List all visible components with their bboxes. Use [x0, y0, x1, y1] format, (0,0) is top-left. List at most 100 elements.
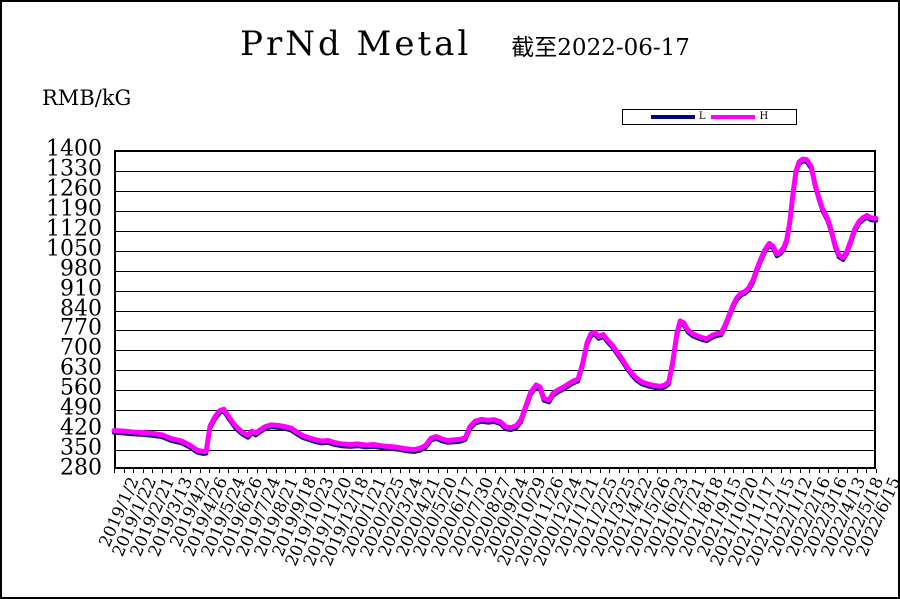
x-tick-mark — [304, 469, 306, 473]
gridline — [116, 170, 874, 172]
x-tick-mark — [866, 469, 868, 473]
x-tick-mark — [533, 469, 535, 473]
x-tick-mark — [190, 469, 192, 473]
x-tick-mark — [780, 469, 782, 473]
y-axis-label: 910 — [60, 276, 102, 302]
x-tick-mark — [247, 469, 249, 473]
gridline — [116, 270, 874, 272]
y-axis-label: 1190 — [46, 196, 102, 222]
x-tick-mark — [628, 469, 630, 473]
x-tick-mark — [723, 469, 725, 473]
gridline — [116, 330, 874, 332]
x-tick-mark — [237, 469, 239, 473]
x-tick-mark — [876, 469, 877, 473]
x-tick-mark — [209, 469, 211, 473]
series-line-L — [112, 159, 878, 456]
x-tick-mark — [447, 469, 449, 473]
x-tick-mark — [285, 469, 287, 473]
gridline — [116, 310, 874, 312]
x-tick-mark — [514, 469, 516, 473]
legend-line-swatch — [711, 115, 756, 119]
x-tick-mark — [761, 469, 763, 473]
series-plot — [111, 156, 879, 456]
y-axis-label: 840 — [60, 296, 102, 322]
x-tick-mark — [523, 469, 525, 473]
x-tick-mark — [818, 469, 820, 473]
x-tick-mark — [771, 469, 773, 473]
x-tick-mark — [171, 469, 173, 473]
x-tick-mark — [133, 469, 135, 473]
legend-label: L — [698, 111, 706, 122]
x-tick-mark — [599, 469, 601, 473]
x-tick-mark — [752, 469, 754, 473]
gridline — [116, 250, 874, 252]
x-tick-mark — [466, 469, 468, 473]
chart-subtitle: 截至2022-06-17 — [511, 35, 690, 61]
x-tick-mark — [733, 469, 735, 473]
x-tick-mark — [152, 469, 154, 473]
x-tick-mark — [228, 469, 230, 473]
x-tick-mark — [742, 469, 744, 473]
x-tick-mark — [390, 469, 392, 473]
y-axis-label: 1330 — [46, 156, 102, 182]
x-tick-mark — [428, 469, 430, 473]
x-tick-mark — [618, 469, 620, 473]
x-tick-mark — [114, 469, 115, 473]
x-tick-mark — [799, 469, 801, 473]
chart-header: PrNd Metal 截至2022-06-17 — [2, 24, 898, 64]
x-tick-mark — [580, 469, 582, 473]
x-tick-mark — [161, 469, 163, 473]
x-tick-mark — [371, 469, 373, 473]
x-tick-mark — [142, 469, 144, 473]
x-tick-mark — [561, 469, 563, 473]
x-tick-mark — [342, 469, 344, 473]
x-tick-mark — [323, 469, 325, 473]
x-tick-mark — [685, 469, 687, 473]
x-tick-mark — [485, 469, 487, 473]
x-tick-mark — [266, 469, 268, 473]
y-axis-label: 280 — [60, 455, 102, 481]
gridline — [116, 190, 874, 192]
y-axis-label: 700 — [60, 335, 102, 361]
x-tick-mark — [504, 469, 506, 473]
y-axis-label: 420 — [60, 415, 102, 441]
x-tick-mark — [637, 469, 639, 473]
gridline — [116, 450, 874, 452]
y-axis-label: 980 — [60, 256, 102, 282]
y-axis-label: 630 — [60, 355, 102, 381]
x-tick-mark — [123, 469, 125, 473]
y-unit-label: RMB/kG — [42, 86, 132, 110]
legend-item: L — [650, 111, 706, 122]
x-tick-mark — [837, 469, 839, 473]
legend-item: H — [711, 112, 768, 122]
gridline — [116, 230, 874, 232]
x-tick-mark — [380, 469, 382, 473]
chart-title: PrNd Metal — [240, 24, 472, 64]
x-tick-mark — [809, 469, 811, 473]
y-axis-label: 1120 — [46, 216, 102, 242]
x-tick-mark — [294, 469, 296, 473]
y-axis-label: 1400 — [46, 136, 102, 162]
x-tick-mark — [352, 469, 354, 473]
gridline — [116, 390, 874, 392]
x-tick-mark — [418, 469, 420, 473]
gridline — [116, 210, 874, 212]
x-tick-mark — [790, 469, 792, 473]
x-tick-mark — [695, 469, 697, 473]
x-tick-mark — [590, 469, 592, 473]
gridline — [116, 350, 874, 352]
y-axis-label: 350 — [60, 435, 102, 461]
plot-area — [114, 150, 876, 469]
y-axis-label: 560 — [60, 375, 102, 401]
gridline — [116, 290, 874, 292]
legend-label: H — [759, 111, 769, 122]
x-tick-mark — [542, 469, 544, 473]
x-tick-mark — [361, 469, 363, 473]
series-line-H — [111, 156, 879, 455]
y-axis-label: 1260 — [46, 176, 102, 202]
x-tick-mark — [275, 469, 277, 473]
x-tick-mark — [333, 469, 335, 473]
x-tick-mark — [609, 469, 611, 473]
x-tick-mark — [199, 469, 201, 473]
